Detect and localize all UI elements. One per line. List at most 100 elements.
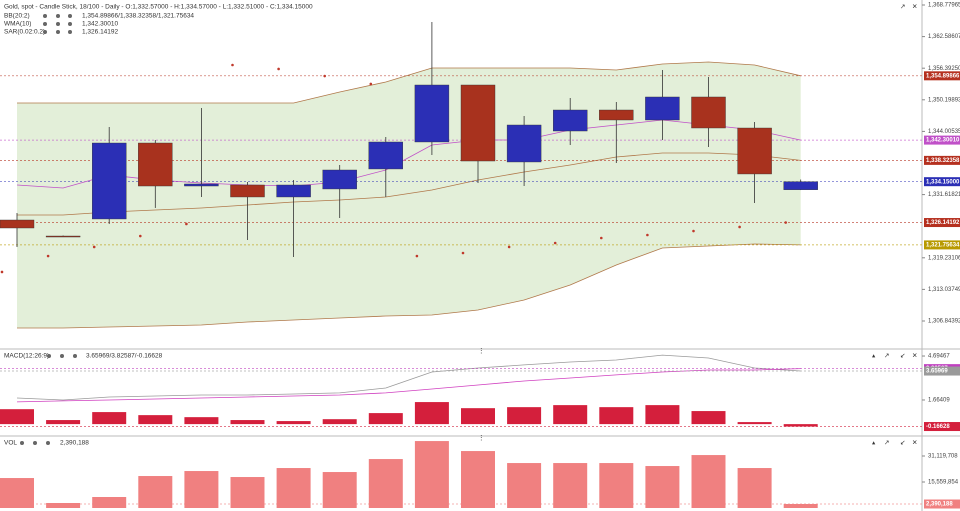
indicator-name: BB(20:2) [4,13,30,20]
indicator-icon[interactable] [68,14,72,18]
indicator-icon[interactable] [68,30,72,34]
macd-line [16,354,801,401]
y-tick-label: 1,313.03749 [928,287,960,293]
minimize-icon[interactable]: ↙ [900,353,905,360]
sar-dot [139,234,142,238]
volume-bar [645,466,680,508]
volume-bar [691,455,726,508]
price-tag-label: 1,334.15000 [926,179,960,185]
candle-body [276,184,311,198]
sar-dot [92,245,96,249]
sar-dot [784,221,787,224]
indicator-icon[interactable] [56,14,60,18]
indicator-icon[interactable] [43,14,47,18]
move-up-icon[interactable]: ▴ [872,440,876,447]
sar-dot [600,236,603,240]
chart-title: Gold, spot - Candle Stick, 18/100 - Dail… [4,4,313,11]
expand-icon[interactable]: ↗ [884,440,889,447]
price-tag-label: 1,326.14192 [926,220,960,226]
volume-bar [461,451,495,508]
indicator-name: SAR(0.02:0.2) [4,29,45,36]
macd-histogram-bar [461,408,495,425]
macd-histogram-bar [184,417,219,425]
move-up-icon[interactable]: ▴ [872,353,876,360]
sar-dot [0,270,4,274]
candle-body [783,181,818,190]
y-tick-label: 1,362.58607 [928,34,960,40]
sar-dot [692,229,695,233]
candle-body [414,84,450,143]
indicator-icon[interactable] [46,441,50,445]
volume-bar [138,476,173,508]
price-tag [924,499,960,509]
price-tag [924,71,960,81]
candle-body [506,124,542,163]
close-icon[interactable]: ✕ [912,440,917,447]
y-tick-label: 1,344.00535 [928,129,960,135]
indicator-icon[interactable] [56,22,60,26]
candle-body [460,84,496,162]
close-icon[interactable]: ✕ [912,4,917,11]
y-tick-label: 15,559,854 [928,480,959,486]
indicator-icon[interactable] [43,30,47,34]
close-icon[interactable]: ✕ [912,353,917,360]
indicator-icon[interactable] [47,354,51,358]
macd-histogram-bar [645,405,680,425]
indicator-icon[interactable] [68,22,72,26]
bollinger-lower [17,243,801,329]
candle-body [138,142,173,187]
resize-handle[interactable]: ⋮ [478,348,485,355]
candle-body [645,96,680,121]
volume-bar [276,468,311,508]
sar-dot [738,225,741,229]
candle-body [553,109,588,132]
indicator-name: WMA(10) [4,21,31,28]
y-tick-label: 31,119,708 [928,454,958,460]
volume-bar [507,463,542,508]
price-tag [924,155,960,165]
candle-body [737,127,772,175]
price-tag [924,240,960,250]
resize-handle[interactable]: ⋮ [478,435,485,442]
y-tick-label: 4.69467 [928,354,950,360]
plot-layer: 1,368.77965 1,362.58607 1,356.39250 1,350.1… [0,3,960,508]
price-tag [924,422,960,432]
macd-histogram-bar [230,420,265,425]
indicator-icon[interactable] [33,441,37,445]
macd-histogram-bar [322,419,357,425]
indicator-icon[interactable] [56,30,60,34]
price-tag-label: 1,338.32358 [926,158,960,164]
candle-body [322,169,357,190]
expand-icon[interactable]: ↗ [900,4,905,11]
expand-icon[interactable]: ↗ [884,353,889,360]
candle-body [368,141,403,170]
macd-histogram-bar [368,413,403,425]
indicator-icon[interactable] [60,354,64,358]
y-tick-label: 1,331.61821 [928,192,960,198]
macd-histogram-bar [92,412,127,425]
macd-histogram-bar [414,402,449,425]
y-tick-label: 1,368.77965 [928,3,960,9]
indicator-icon[interactable] [73,354,77,358]
volume-bar [783,504,818,508]
minimize-icon[interactable]: ↙ [900,440,905,447]
sar-dot [415,254,419,258]
price-tag-label: 3.65969 [926,369,948,375]
macd-histogram-bar [0,409,34,425]
volume-bar [230,477,265,508]
candle-body [184,183,219,187]
price-tag [924,218,960,228]
volume-bar [737,468,772,508]
indicator-icon[interactable] [20,441,24,445]
macd-histogram-bar [553,405,588,425]
indicator-icon[interactable] [43,22,47,26]
y-tick-label: 1.66409 [928,398,950,404]
overlay-layer: 1,354.89866 1,342.30010 1,338.32358 1,334.1… [4,13,960,509]
price-tag [924,135,960,145]
y-tick-label: 1,350.19893 [928,97,960,103]
bollinger-band-fill [17,61,801,329]
y-tick-label: 1,306.84392 [928,319,960,325]
bollinger-middle [17,152,801,216]
macd-histogram-bar [507,407,542,425]
